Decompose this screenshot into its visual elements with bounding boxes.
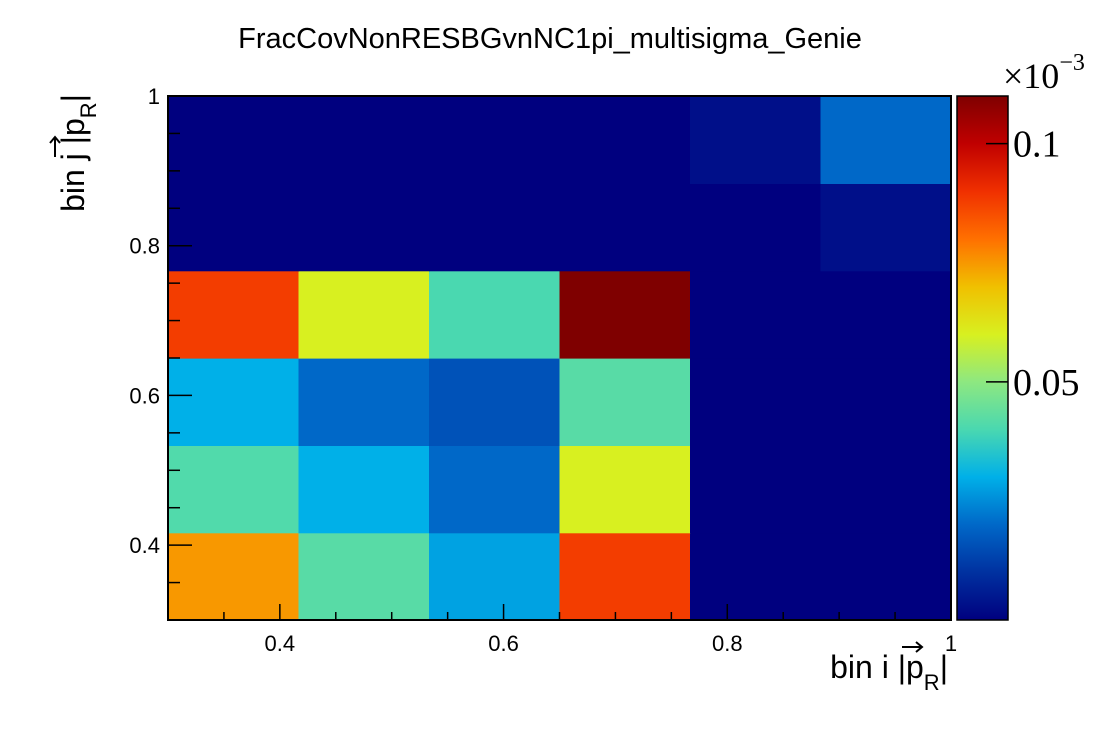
y-axis-label-sub: R bbox=[76, 102, 101, 118]
palette-exponent-base: ×10 bbox=[1003, 56, 1059, 96]
heatmap-cell bbox=[168, 96, 300, 184]
heatmap-cell bbox=[298, 445, 430, 534]
heatmap-cell bbox=[690, 96, 821, 184]
y-tick-label: 1 bbox=[148, 84, 160, 109]
x-axis-vector-arrow-icon bbox=[902, 641, 924, 653]
x-axis-label-sub: R bbox=[924, 670, 940, 695]
x-axis-label: bin i |pR| bbox=[830, 641, 948, 695]
y-axis-label-close: | bbox=[55, 94, 91, 102]
heatmap-cell bbox=[559, 270, 691, 359]
palette-exponent-power: −3 bbox=[1059, 50, 1085, 76]
heatmap-cell bbox=[429, 358, 561, 446]
chart-title: FracCovNonRESBGvnNC1pi_multisigma_Genie bbox=[238, 23, 862, 55]
x-axis-label-vector: p bbox=[906, 649, 924, 685]
y-axis-label-main: bin j | bbox=[55, 136, 91, 212]
y-tick-label: 0.8 bbox=[129, 234, 160, 259]
heatmap-cell bbox=[298, 270, 430, 359]
heatmap-cell bbox=[429, 445, 561, 534]
svg-text:bin j |pR|: bin j |pR| bbox=[55, 94, 101, 212]
palette-bar bbox=[956, 95, 1009, 621]
heatmap-cell bbox=[820, 358, 952, 446]
heatmap-cell bbox=[820, 270, 952, 359]
heatmap-cell bbox=[559, 96, 691, 184]
x-axis-label-main: bin i | bbox=[830, 649, 906, 685]
heatmap-cell bbox=[168, 270, 300, 359]
x-tick-label: 0.4 bbox=[265, 631, 296, 656]
heatmap-cells bbox=[168, 96, 952, 621]
y-axis-ticks: 0.4 0.6 0.8 1 bbox=[129, 84, 192, 621]
heatmap-cell bbox=[559, 532, 691, 621]
heatmap-cell bbox=[168, 532, 300, 621]
x-tick-label: 1 bbox=[945, 631, 957, 656]
color-palette: 0.05 0.1 bbox=[956, 95, 1080, 621]
heatmap-cell bbox=[298, 183, 430, 272]
heatmap-cell bbox=[429, 183, 561, 272]
heatmap-cell bbox=[429, 532, 561, 621]
heatmap-cell bbox=[168, 183, 300, 272]
x-tick-label: 0.8 bbox=[712, 631, 743, 656]
y-tick-label: 0.6 bbox=[129, 383, 160, 408]
heatmap-cell bbox=[168, 358, 300, 446]
heatmap-cell bbox=[690, 270, 821, 359]
y-axis-vector-arrow-icon bbox=[49, 135, 61, 157]
heatmap-cell bbox=[559, 358, 691, 446]
palette-exponent: ×10−3 bbox=[1003, 50, 1085, 96]
heatmap-cell bbox=[559, 445, 691, 534]
heatmap-cell bbox=[690, 445, 821, 534]
y-axis-label-vector: p bbox=[55, 118, 91, 136]
x-axis-ticks: 0.4 0.6 0.8 1 bbox=[167, 604, 957, 656]
heatmap-cell bbox=[298, 96, 430, 184]
heatmap-cell bbox=[168, 445, 300, 534]
heatmap-cell bbox=[429, 96, 561, 184]
svg-text:bin i |pR|: bin i |pR| bbox=[830, 649, 948, 695]
y-tick-label: 0.4 bbox=[129, 533, 160, 558]
heatmap-cell bbox=[820, 445, 952, 534]
heatmap-cell bbox=[559, 183, 691, 272]
heatmap-cell bbox=[690, 183, 821, 272]
heatmap-cell bbox=[820, 183, 952, 272]
y-axis-label: bin j |pR| bbox=[55, 94, 101, 212]
heatmap-cell bbox=[690, 532, 821, 621]
heatmap-cell bbox=[298, 532, 430, 621]
x-axis-label-close: | bbox=[940, 649, 948, 685]
heatmap-cell bbox=[429, 270, 561, 359]
heatmap-cell bbox=[820, 96, 952, 184]
palette-tick-label: 0.1 bbox=[1013, 124, 1061, 166]
heatmap-cell bbox=[690, 358, 821, 446]
x-tick-label: 0.6 bbox=[488, 631, 519, 656]
heatmap-cell bbox=[820, 532, 952, 621]
heatmap-cell bbox=[298, 358, 430, 446]
palette-tick-label: 0.05 bbox=[1013, 362, 1080, 404]
